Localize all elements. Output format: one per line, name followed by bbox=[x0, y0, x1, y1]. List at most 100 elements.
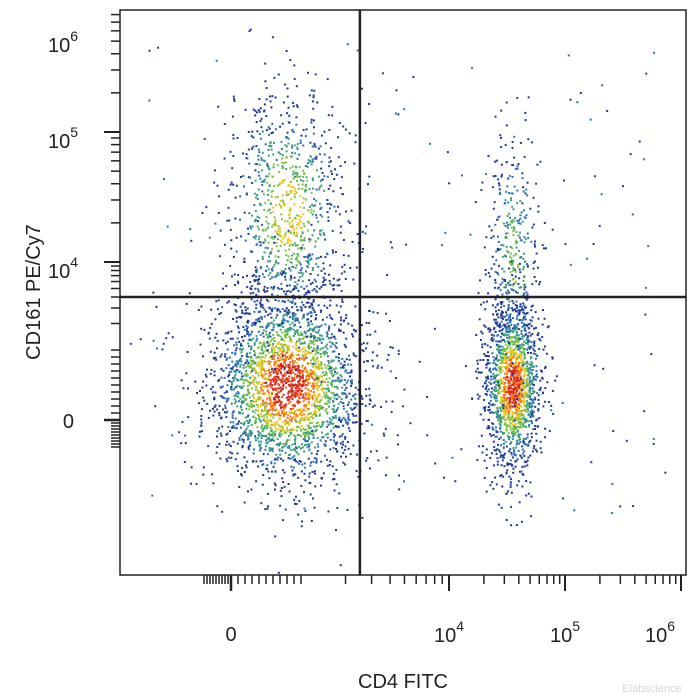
event-point bbox=[317, 304, 320, 307]
event-point bbox=[312, 204, 315, 207]
event-point bbox=[266, 507, 269, 510]
event-point bbox=[273, 421, 276, 424]
event-point bbox=[315, 285, 318, 288]
event-point bbox=[487, 359, 490, 362]
event-point bbox=[311, 350, 314, 353]
event-point bbox=[301, 232, 304, 235]
event-point bbox=[339, 564, 342, 567]
event-point bbox=[342, 364, 345, 367]
event-point bbox=[317, 147, 320, 150]
event-point bbox=[323, 402, 326, 405]
event-point bbox=[310, 452, 313, 455]
event-point bbox=[310, 118, 313, 121]
event-point bbox=[288, 418, 291, 421]
event-point bbox=[300, 424, 303, 427]
event-point bbox=[282, 381, 284, 384]
event-point bbox=[269, 381, 272, 384]
event-point bbox=[228, 356, 231, 359]
event-point bbox=[265, 310, 267, 313]
event-point bbox=[216, 446, 219, 448]
event-point bbox=[342, 366, 345, 369]
event-point bbox=[489, 456, 492, 459]
event-point bbox=[324, 371, 327, 373]
event-point bbox=[287, 184, 290, 187]
event-point bbox=[217, 211, 220, 214]
event-point bbox=[342, 331, 345, 334]
event-point bbox=[266, 164, 269, 167]
event-point bbox=[338, 353, 340, 356]
event-point bbox=[324, 454, 326, 457]
event-point bbox=[275, 331, 278, 333]
event-point bbox=[291, 144, 293, 147]
event-point bbox=[265, 327, 268, 329]
event-point bbox=[317, 386, 320, 389]
event-point bbox=[518, 421, 520, 424]
event-point bbox=[307, 427, 310, 430]
event-point bbox=[528, 401, 531, 404]
event-point bbox=[288, 368, 290, 371]
event-point bbox=[509, 463, 512, 465]
event-point bbox=[327, 400, 330, 403]
event-point bbox=[355, 470, 358, 473]
event-point bbox=[309, 205, 311, 208]
event-point bbox=[295, 373, 298, 376]
event-point bbox=[272, 319, 275, 322]
event-point bbox=[313, 339, 315, 342]
event-point bbox=[519, 347, 522, 350]
event-point bbox=[224, 353, 227, 356]
event-point bbox=[237, 392, 240, 395]
event-point bbox=[226, 460, 229, 463]
event-point bbox=[283, 203, 286, 205]
event-point bbox=[385, 400, 388, 403]
event-point bbox=[268, 127, 271, 130]
event-point bbox=[331, 105, 334, 108]
event-point bbox=[286, 414, 289, 416]
event-point bbox=[488, 330, 491, 333]
event-point bbox=[267, 274, 270, 277]
event-point bbox=[304, 436, 307, 439]
event-point bbox=[273, 216, 276, 219]
event-point bbox=[311, 397, 314, 400]
event-point bbox=[311, 289, 314, 292]
event-point bbox=[298, 340, 301, 343]
event-point bbox=[350, 380, 353, 383]
event-point bbox=[311, 323, 314, 326]
event-point bbox=[255, 275, 257, 278]
event-point bbox=[271, 378, 274, 381]
event-point bbox=[332, 405, 335, 408]
event-point bbox=[500, 416, 503, 419]
event-point bbox=[312, 335, 315, 337]
event-point bbox=[335, 210, 337, 213]
event-point bbox=[526, 337, 529, 340]
event-point bbox=[361, 403, 364, 405]
event-point bbox=[315, 397, 318, 400]
event-point bbox=[336, 408, 338, 411]
event-point bbox=[320, 388, 323, 391]
event-point bbox=[295, 116, 298, 119]
event-point bbox=[260, 303, 263, 306]
event-point bbox=[309, 493, 312, 496]
event-point bbox=[286, 95, 289, 98]
event-point bbox=[526, 362, 529, 365]
event-point bbox=[282, 459, 285, 462]
event-point bbox=[245, 324, 248, 327]
event-point bbox=[304, 332, 307, 335]
event-point bbox=[353, 354, 356, 357]
event-point bbox=[282, 321, 285, 324]
event-point bbox=[279, 489, 282, 492]
event-point bbox=[298, 166, 301, 168]
event-point bbox=[247, 362, 250, 364]
event-point bbox=[281, 338, 284, 341]
event-point bbox=[488, 362, 491, 365]
event-point bbox=[335, 342, 338, 344]
event-point bbox=[503, 389, 506, 392]
event-point bbox=[522, 375, 525, 377]
event-point bbox=[282, 201, 285, 204]
event-point bbox=[487, 388, 490, 391]
event-point bbox=[331, 408, 334, 411]
event-point bbox=[279, 323, 282, 326]
event-point bbox=[265, 424, 268, 427]
event-point bbox=[345, 337, 348, 340]
event-point bbox=[265, 87, 268, 89]
event-point bbox=[246, 360, 249, 363]
